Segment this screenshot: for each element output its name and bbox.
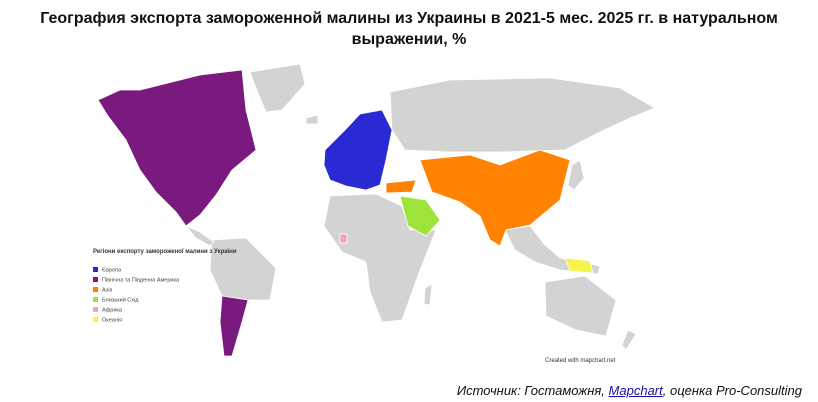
- central-america: [185, 225, 215, 247]
- source-link[interactable]: Mapchart: [608, 383, 663, 398]
- legend-label: Європа: [102, 268, 122, 274]
- map-credit: Created with mapchart.net: [545, 358, 616, 364]
- region-africa: [339, 233, 348, 244]
- region-middle-east: [399, 195, 441, 237]
- greenland: [249, 63, 306, 113]
- region-north-america: [97, 69, 257, 227]
- region-europe: [323, 109, 393, 191]
- legend-title: Регіони експорту замороженої малини з Ук…: [93, 249, 237, 255]
- region-asia: [419, 149, 571, 247]
- source-suffix: , оценка Pro-Consulting: [662, 383, 802, 398]
- madagascar: [423, 283, 433, 306]
- countries: [97, 63, 656, 357]
- legend-swatch: [93, 297, 98, 302]
- region-oceania: [564, 257, 594, 274]
- source-note: Источник: Гостаможня, Mapchart, оценка P…: [457, 383, 802, 398]
- legend: Європа Північна та Південна Америка Азія Бл…: [93, 267, 180, 324]
- legend-label: Близький Схід: [102, 297, 139, 304]
- scandinavia-north: [305, 114, 319, 125]
- source-prefix: Источник: Гостаможня,: [456, 383, 605, 398]
- legend-swatch: [93, 267, 98, 272]
- new-zealand: [621, 329, 637, 351]
- japan: [567, 159, 585, 191]
- chart-title: География экспорта замороженной малины и…: [40, 10, 778, 48]
- russia: [389, 77, 656, 153]
- legend-swatch: [93, 307, 98, 312]
- legend-label: Азія: [102, 288, 112, 294]
- legend-swatch: [93, 277, 98, 282]
- legend-swatch: [93, 317, 98, 322]
- legend-label: Африка: [102, 308, 123, 314]
- legend-label: Океанія: [102, 318, 122, 324]
- south-america: [209, 237, 277, 301]
- legend-swatch: [93, 287, 98, 292]
- region-turkey: [385, 179, 417, 194]
- region-argentina: [219, 295, 249, 357]
- australia: [544, 275, 617, 337]
- legend-label: Північна та Південна Америка: [102, 278, 180, 284]
